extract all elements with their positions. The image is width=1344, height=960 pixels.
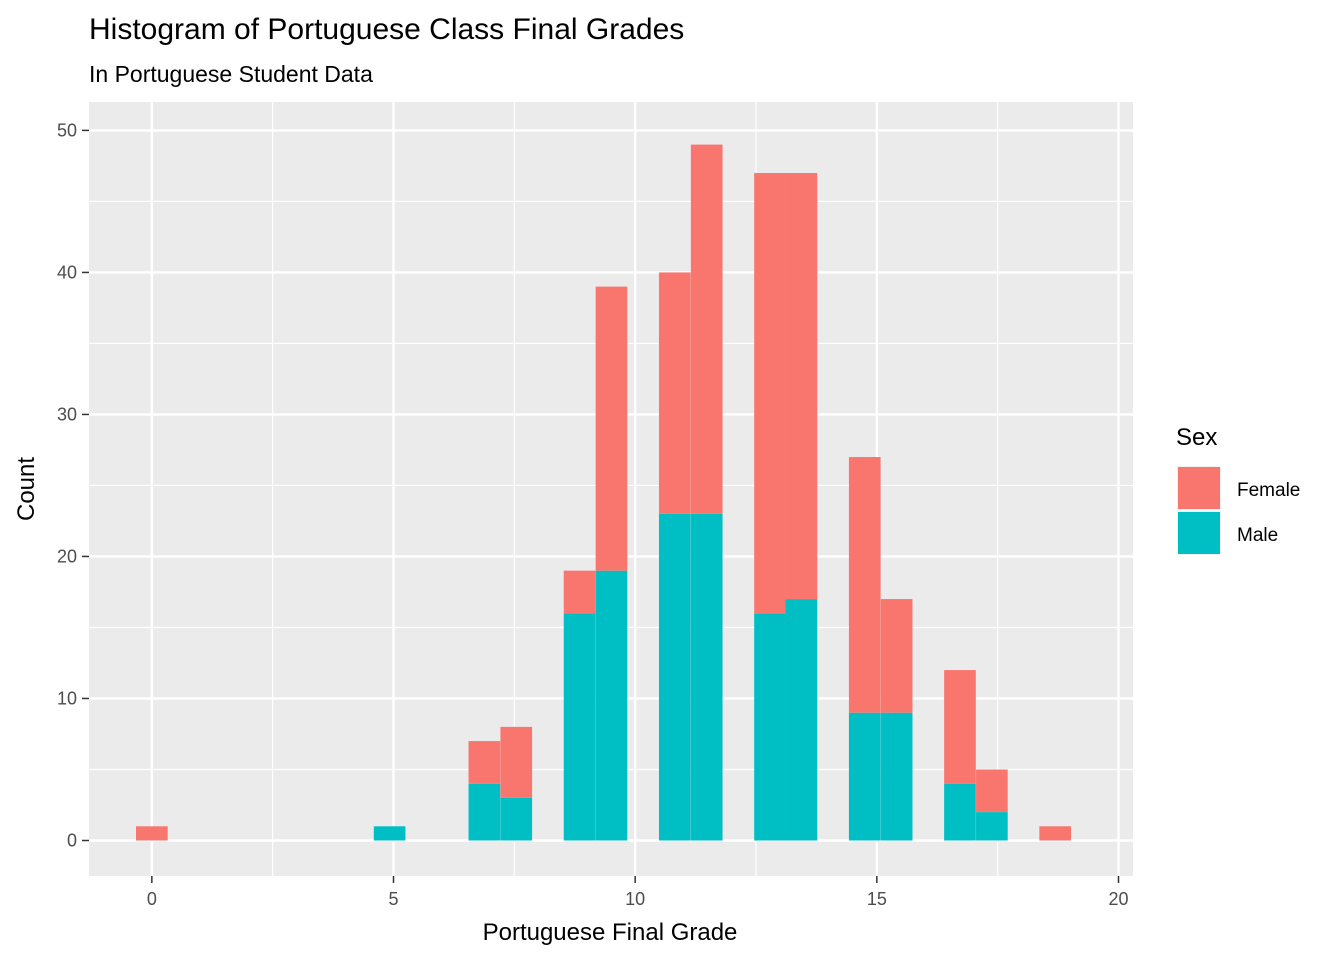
legend-title: Sex [1176,424,1217,451]
x-tick-label: 20 [1108,889,1128,909]
y-tick-label: 10 [57,688,77,708]
y-tick-label: 0 [67,830,77,850]
bar-female [976,769,1008,813]
bar-female [785,173,818,600]
bar-male [944,783,976,841]
bar-male [880,712,913,841]
x-tick-label: 10 [625,889,645,909]
bar-male [848,712,881,841]
y-axis-title: Count [13,457,40,521]
bar-female [944,670,976,784]
bar-male [785,599,818,841]
y-tick-label: 30 [57,404,77,424]
bar-female [754,173,786,614]
bar-male [468,783,501,841]
legend-label-male: Male [1237,525,1278,546]
x-tick-label: 0 [147,889,157,909]
bars [135,144,1072,841]
bar-male [595,570,628,841]
chart-title: Histogram of Portuguese Class Final Grad… [89,13,684,46]
legend-swatch-female [1178,467,1220,509]
bar-female [690,144,723,514]
y-axis: 0 10 20 30 40 50 [57,120,89,850]
y-tick-label: 50 [57,120,77,140]
bar-female [880,599,913,713]
x-axis-title: Portuguese Final Grade [483,919,738,946]
bar-female [848,457,881,713]
bar-male [500,797,533,841]
legend: Sex Female Male [1176,424,1300,555]
x-axis: 0 5 10 15 20 [147,876,1129,909]
bar-female [1039,826,1072,841]
bar-male [373,826,406,841]
bar-male [976,812,1008,841]
bar-male [690,513,723,841]
bar-female [135,826,168,841]
bar-male [563,613,596,841]
bar-female [500,726,533,798]
x-tick-label: 5 [388,889,398,909]
bar-male [754,613,786,841]
legend-label-female: Female [1237,480,1300,501]
y-tick-label: 40 [57,262,77,282]
chart-subtitle: In Portuguese Student Data [89,61,373,87]
legend-swatch-male [1178,512,1220,554]
bar-female [563,570,596,614]
bar-male [658,513,691,841]
x-tick-label: 15 [867,889,887,909]
bar-female [595,286,628,571]
y-tick-label: 20 [57,546,77,566]
bar-female [658,272,691,514]
bar-female [468,741,501,784]
